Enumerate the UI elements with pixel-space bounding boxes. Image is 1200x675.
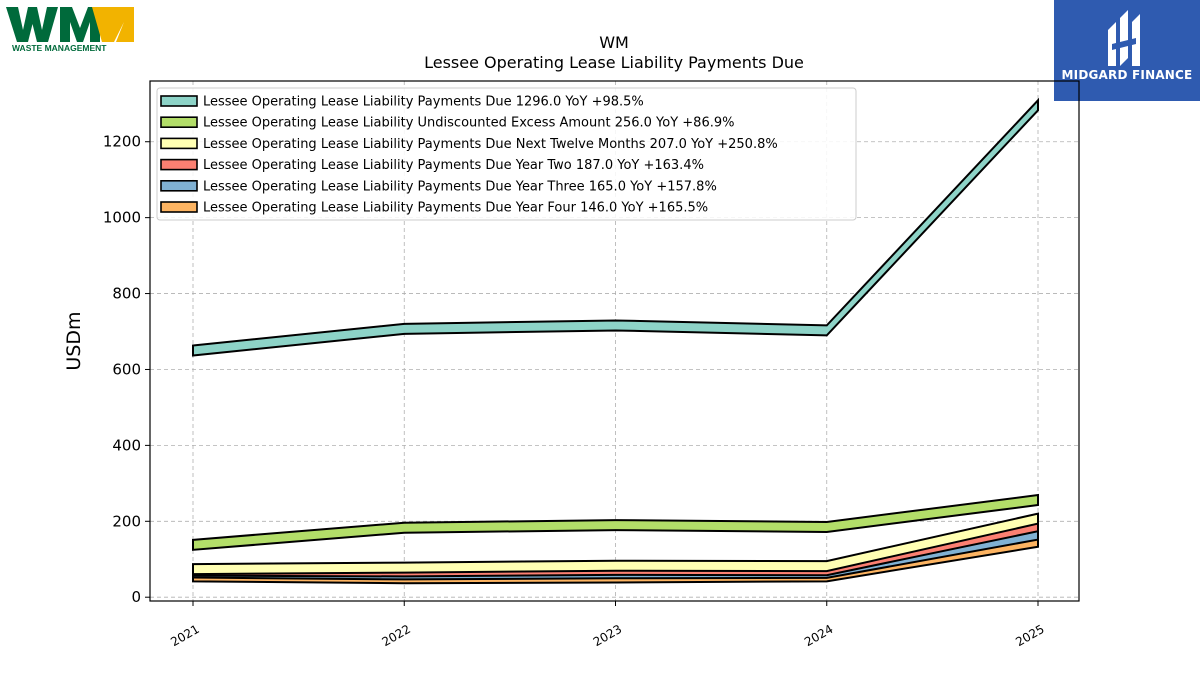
series-band [192, 493, 1039, 551]
midgard-logo-mark [1108, 10, 1140, 66]
series-band [192, 512, 1039, 576]
wm-logo-mark: WASTE MANAGEMENT [6, 7, 134, 53]
legend-swatch [160, 180, 198, 192]
x-tick-label: 2025 [1013, 622, 1046, 649]
legend-entry: Lessee Operating Lease Liability Payment… [203, 95, 644, 110]
legend-swatch [160, 95, 198, 107]
y-tick-label: 1200 [103, 133, 141, 151]
legend-swatch [160, 137, 198, 150]
legend-entry: Lessee Operating Lease Liability Payment… [203, 137, 778, 152]
x-tick-label: 2022 [380, 622, 413, 649]
series-band [192, 97, 1039, 357]
legend-entry: Lessee Operating Lease Liability Payment… [203, 179, 717, 194]
legend: Lessee Operating Lease Liability Payment… [156, 87, 857, 221]
legend-box [156, 87, 857, 221]
x-tick-label: 2024 [802, 622, 835, 649]
wm-logo: WASTE MANAGEMENT [6, 4, 138, 56]
axes: 0 200 400 600 800 1000 1200 2021 2022 2023 2024 202… [103, 133, 1047, 650]
y-axis-label: USDm [63, 311, 85, 370]
y-tick-label: 600 [112, 360, 141, 378]
chart-subtitle: Lessee Operating Lease Liability Payment… [424, 53, 804, 72]
legend-entry: Lessee Operating Lease Liability Payment… [203, 158, 704, 173]
legend-swatch [160, 158, 198, 171]
x-tick-label: 2023 [591, 622, 624, 649]
legend-swatch [160, 201, 198, 213]
y-tick-label: 0 [131, 588, 141, 606]
wm-logo-caption: WASTE MANAGEMENT [12, 43, 107, 53]
y-tick-label: 400 [112, 436, 141, 454]
legend-swatch [160, 116, 198, 128]
y-tick-label: 800 [112, 285, 141, 303]
x-tick-label: 2021 [168, 622, 201, 649]
chart-title: WM [599, 33, 629, 52]
y-tick-label: 200 [112, 512, 141, 530]
area-series [192, 97, 1039, 585]
plot-frame [149, 80, 1080, 602]
y-tick-label: 1000 [103, 209, 141, 227]
legend-entry: Lessee Operating Lease Liability Undisco… [203, 116, 734, 131]
midgard-finance-logo: MIDGARD FINANCE [1054, 0, 1200, 101]
legend-entry: Lessee Operating Lease Liability Payment… [203, 201, 708, 216]
midgard-logo-text: MIDGARD FINANCE [1061, 68, 1193, 82]
